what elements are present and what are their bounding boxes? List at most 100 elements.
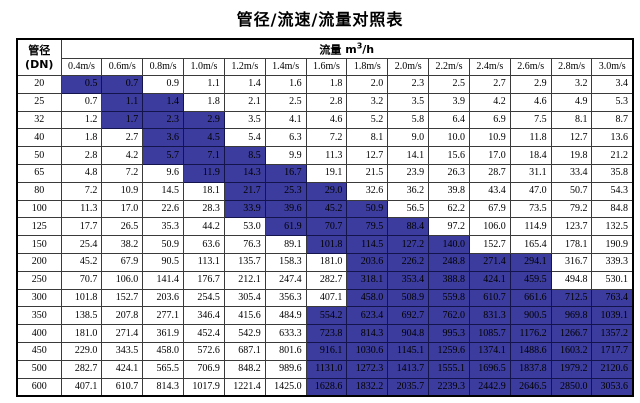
flow-value-cell: 4.9 [550, 92, 593, 112]
flow-value-cell: 610.7 [101, 377, 144, 397]
flow-value-cell: 90.5 [142, 252, 185, 272]
flow-value-cell: 135.7 [223, 252, 266, 272]
flow-value-cell: 424.1 [468, 270, 511, 290]
table-row: 350 138.5 207.8 277.1 346.4 415.6 484.9 554.2 62… [16, 306, 634, 326]
flow-value-cell: 1.1 [101, 92, 144, 112]
flow-value-cell: 33.9 [223, 199, 266, 219]
flow-value-cell: 1.4 [142, 92, 185, 112]
velocity-header-cell: 0.4m/s [60, 58, 103, 76]
flow-value-cell: 1837.8 [509, 359, 552, 379]
flow-value-cell: 916.1 [305, 341, 348, 361]
flow-value-cell: 1266.7 [550, 324, 593, 343]
flow-value-cell: 181.0 [305, 252, 348, 272]
flow-value-cell: 17.0 [101, 199, 144, 219]
flow-value-cell: 610.7 [468, 288, 511, 308]
flow-value-cell: 407.1 [305, 288, 348, 308]
flow-value-cell: 10.0 [428, 128, 470, 148]
flow-value-cell: 361.9 [142, 324, 185, 343]
velocity-header-cell: 3.0m/s [591, 58, 634, 76]
flow-value-cell: 12.7 [550, 128, 593, 148]
flow-value-cell: 1603.2 [550, 341, 593, 361]
flow-value-cell: 138.5 [60, 306, 103, 326]
flow-value-cell: 424.1 [101, 359, 144, 379]
flow-value-cell: 35.3 [142, 217, 185, 237]
flow-value-cell: 0.9 [142, 75, 185, 94]
flow-value-cell: 203.6 [142, 288, 185, 308]
table-row: 125 17.7 26.5 35.3 44.2 53.0 61.9 70.7 79.5 88.4 9… [16, 217, 634, 237]
flow-value-cell: 353.4 [387, 270, 430, 290]
velocity-header-cell: 0.6m/s [101, 58, 144, 76]
flow-value-cell: 2.5 [428, 75, 470, 94]
flow-value-cell: 47.0 [509, 181, 552, 201]
flow-value-cell: 1717.7 [591, 341, 634, 361]
flow-value-cell: 969.8 [550, 306, 593, 326]
flow-value-cell: 484.9 [264, 306, 307, 326]
flow-value-cell: 1832.2 [346, 377, 389, 397]
flow-value-cell: 801.6 [264, 341, 307, 361]
table-row: 250 70.7 106.0 141.4 176.7 212.1 247.4 282.7 318… [16, 270, 634, 290]
table-row: 150 25.4 38.2 50.9 63.6 76.3 89.1 101.8 114.5 127… [16, 235, 634, 254]
flow-value-cell: 4.5 [183, 128, 225, 148]
flow-value-cell: 21.5 [346, 163, 389, 183]
flow-value-cell: 70.7 [60, 270, 103, 290]
flow-value-cell: 12.7 [346, 146, 389, 165]
dn-cell: 150 [16, 235, 62, 254]
flow-value-cell: 318.1 [346, 270, 389, 290]
flow-value-cell: 14.3 [223, 163, 266, 183]
flow-value-cell: 692.7 [387, 306, 430, 326]
flow-value-cell: 45.2 [305, 199, 348, 219]
flow-value-cell: 9.0 [387, 128, 430, 148]
dn-cell: 500 [16, 359, 62, 379]
flow-value-cell: 2120.6 [591, 359, 634, 379]
flow-value-cell: 67.9 [101, 252, 144, 272]
flow-value-cell: 50.9 [142, 235, 185, 254]
flow-value-cell: 7.2 [60, 181, 103, 201]
table-row: 32 1.2 1.7 2.3 2.9 3.5 4.1 4.6 5.2 5.8 6.4 6.9 7.5 8.… [16, 110, 634, 130]
flow-value-cell: 1272.3 [346, 359, 389, 379]
flow-value-cell: 18.1 [183, 181, 225, 201]
flow-value-cell: 623.4 [346, 306, 389, 326]
flow-value-cell: 114.5 [346, 235, 389, 254]
flow-value-cell: 2.3 [142, 110, 185, 130]
table-row: 100 11.3 17.0 22.6 28.3 33.9 39.6 45.2 50.9 56.5 6… [16, 199, 634, 219]
flow-value-cell: 89.1 [264, 235, 307, 254]
flow-value-cell: 32.6 [346, 181, 389, 201]
table-row: 20 0.5 0.7 0.9 1.1 1.4 1.6 1.8 2.0 2.3 2.5 2.7 2.9 3.… [16, 75, 634, 94]
velocity-header-cell: 1.4m/s [264, 58, 307, 76]
flow-value-cell: 1.1 [183, 75, 225, 94]
flow-value-cell: 50.7 [550, 181, 593, 201]
flow-value-cell: 4.6 [509, 92, 552, 112]
flow-value-cell: 305.4 [223, 288, 266, 308]
flow-value-cell: 28.3 [183, 199, 225, 219]
flow-value-cell: 29.0 [305, 181, 348, 201]
flow-value-cell: 2.0 [346, 75, 389, 94]
flow-value-cell: 5.8 [387, 110, 430, 130]
flow-value-cell: 88.4 [387, 217, 430, 237]
flow-value-cell: 2.8 [305, 92, 348, 112]
table-row: 200 45.2 67.9 90.5 113.1 135.7 158.3 181.0 203.6… [16, 252, 634, 272]
table-row: 80 7.2 10.9 14.5 18.1 21.7 25.3 29.0 32.6 36.2 39.… [16, 181, 634, 201]
flow-value-cell: 248.8 [428, 252, 470, 272]
flow-value-cell: 61.9 [264, 217, 307, 237]
flow-value-cell: 123.7 [550, 217, 593, 237]
flow-value-cell: 114.9 [509, 217, 552, 237]
flow-value-cell: 6.9 [468, 110, 511, 130]
flow-value-cell: 113.1 [183, 252, 225, 272]
flow-value-cell: 132.5 [591, 217, 634, 237]
flow-value-cell: 1221.4 [223, 377, 266, 397]
flow-value-cell: 17.0 [468, 146, 511, 165]
dn-cell: 600 [16, 377, 62, 397]
flow-value-cell: 19.8 [550, 146, 593, 165]
flow-value-cell: 8.1 [346, 128, 389, 148]
flow-value-cell: 203.6 [346, 252, 389, 272]
flow-value-cell: 106.0 [468, 217, 511, 237]
table-row: 400 181.0 271.4 361.9 452.4 542.9 633.3 723.8 81… [16, 324, 634, 343]
flow-value-cell: 282.7 [60, 359, 103, 379]
flow-value-cell: 3.4 [591, 75, 634, 94]
flow-value-cell: 1374.1 [468, 341, 511, 361]
flow-value-cell: 3.9 [428, 92, 470, 112]
dn-cell: 20 [16, 75, 62, 94]
flow-value-cell: 13.6 [591, 128, 634, 148]
flow-value-cell: 2850.0 [550, 377, 593, 397]
flow-value-cell: 39.6 [264, 199, 307, 219]
